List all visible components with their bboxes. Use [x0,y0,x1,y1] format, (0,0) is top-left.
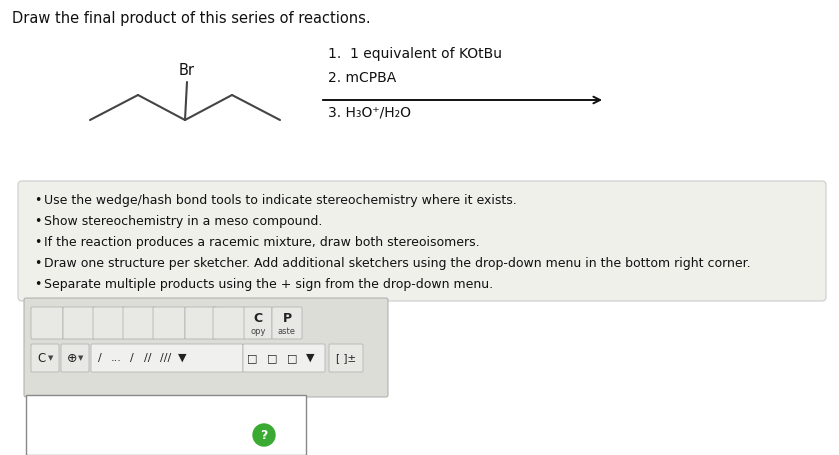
Text: Br: Br [179,63,195,78]
Text: 1.  1 equivalent of KOtBu: 1. 1 equivalent of KOtBu [328,47,502,61]
Text: [ ]±: [ ]± [336,352,356,362]
Text: Separate multiple products using the + sign from the drop-down menu.: Separate multiple products using the + s… [44,278,493,290]
Text: opy: opy [250,326,266,335]
Text: □: □ [287,352,297,362]
FancyBboxPatch shape [153,307,185,339]
Text: •: • [34,214,41,228]
FancyBboxPatch shape [91,344,243,372]
Text: Draw the final product of this series of reactions.: Draw the final product of this series of… [12,11,371,26]
Text: 2. mCPBA: 2. mCPBA [328,71,396,85]
Text: □: □ [247,352,258,362]
Text: Show stereochemistry in a meso compound.: Show stereochemistry in a meso compound. [44,214,322,228]
Text: ▼: ▼ [78,354,84,360]
Text: ///: /// [160,352,172,362]
Text: ▼: ▼ [178,352,186,362]
Circle shape [253,424,275,446]
FancyBboxPatch shape [213,307,245,339]
FancyBboxPatch shape [31,307,63,339]
Text: ▼: ▼ [305,352,315,362]
FancyBboxPatch shape [18,182,826,301]
Text: aste: aste [278,326,296,335]
Text: //: // [144,352,152,362]
Text: □: □ [267,352,277,362]
Text: C: C [38,351,46,364]
FancyBboxPatch shape [61,344,89,372]
Text: /: / [130,352,134,362]
FancyBboxPatch shape [93,307,125,339]
FancyBboxPatch shape [24,298,388,397]
Text: P: P [283,312,292,325]
FancyBboxPatch shape [243,344,325,372]
Text: •: • [34,193,41,207]
FancyBboxPatch shape [31,344,59,372]
Text: /: / [98,352,102,362]
FancyBboxPatch shape [244,307,272,339]
Text: ?: ? [260,429,268,441]
FancyBboxPatch shape [272,307,302,339]
Text: •: • [34,257,41,269]
Text: •: • [34,278,41,290]
Text: Draw one structure per sketcher. Add additional sketchers using the drop-down me: Draw one structure per sketcher. Add add… [44,257,751,269]
Text: •: • [34,236,41,248]
FancyBboxPatch shape [63,307,95,339]
Text: 3. H₃O⁺/H₂O: 3. H₃O⁺/H₂O [328,106,411,120]
Bar [26,395,306,455]
Text: If the reaction produces a racemic mixture, draw both stereoisomers.: If the reaction produces a racemic mixtu… [44,236,480,248]
Text: ⊕: ⊕ [67,351,77,364]
Text: ▼: ▼ [49,354,54,360]
FancyBboxPatch shape [329,344,363,372]
Text: ...: ... [111,352,122,362]
FancyBboxPatch shape [123,307,155,339]
Text: C: C [253,312,263,325]
Text: Use the wedge/hash bond tools to indicate stereochemistry where it exists.: Use the wedge/hash bond tools to indicat… [44,193,517,207]
FancyBboxPatch shape [185,307,217,339]
